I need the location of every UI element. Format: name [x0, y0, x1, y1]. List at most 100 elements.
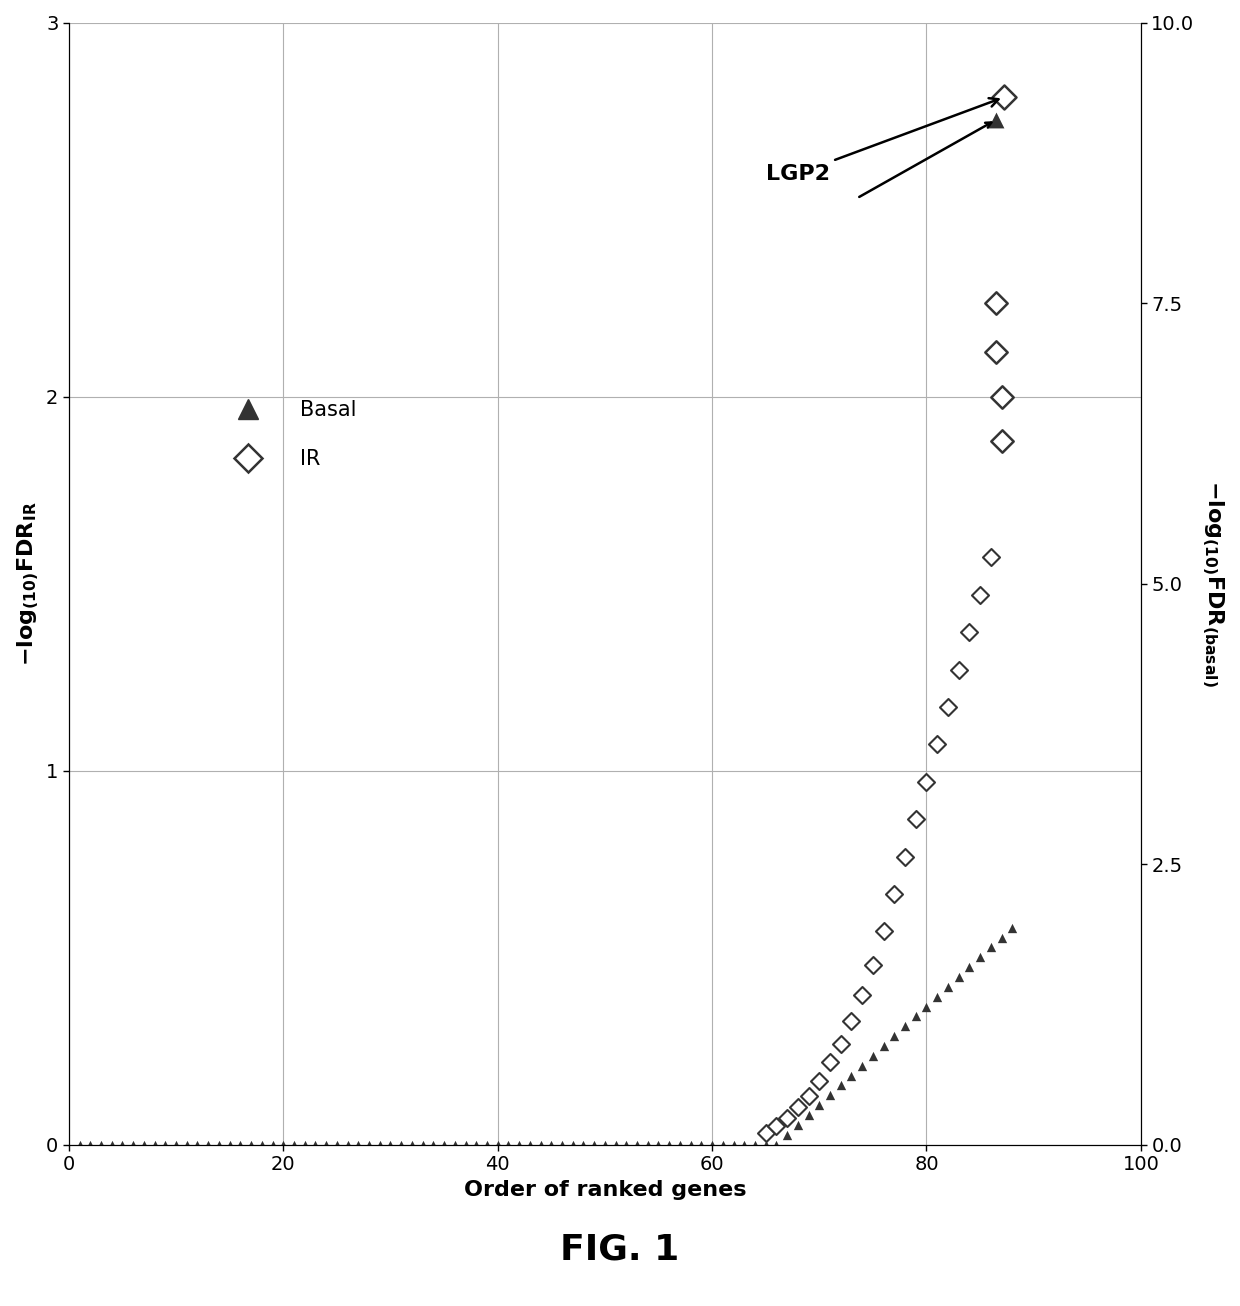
Point — [649, 1134, 668, 1155]
Point — [487, 1134, 507, 1155]
Point — [863, 955, 883, 976]
Point — [327, 1134, 347, 1155]
Point — [810, 1094, 830, 1115]
Point — [91, 1134, 110, 1155]
Point — [466, 1134, 486, 1155]
Point — [574, 1134, 594, 1155]
Point — [993, 88, 1013, 108]
Point — [949, 660, 968, 680]
Point — [842, 1011, 862, 1032]
Point — [595, 1134, 615, 1155]
Point — [884, 884, 904, 905]
Point — [992, 927, 1012, 948]
Point — [874, 1036, 894, 1057]
Point — [820, 1085, 839, 1106]
Point — [455, 1134, 475, 1155]
Point — [477, 1134, 497, 1155]
Point — [252, 1134, 272, 1155]
Point — [102, 1134, 122, 1155]
Point — [766, 1134, 786, 1155]
Point — [906, 808, 926, 829]
Point — [852, 985, 872, 1006]
Point — [992, 387, 1012, 407]
Point — [670, 1134, 689, 1155]
Point — [787, 1097, 807, 1118]
Point — [831, 1075, 851, 1096]
Point — [799, 1105, 818, 1126]
Point — [584, 1134, 604, 1155]
Point — [360, 1134, 379, 1155]
Point — [284, 1134, 304, 1155]
Point — [906, 1006, 926, 1027]
Point — [702, 1134, 722, 1155]
Point — [874, 921, 894, 942]
Point — [692, 1134, 712, 1155]
Point — [986, 293, 1006, 313]
Point — [434, 1134, 454, 1155]
Point — [745, 1134, 765, 1155]
Point — [316, 1134, 336, 1155]
Point — [981, 547, 1001, 568]
Point — [370, 1134, 389, 1155]
Point — [755, 1134, 775, 1155]
Point — [928, 986, 947, 1007]
Point — [986, 341, 1006, 362]
Point — [348, 1134, 368, 1155]
Point — [799, 1085, 818, 1106]
Point — [552, 1134, 572, 1155]
Point — [949, 966, 968, 987]
Text: FIG. 1: FIG. 1 — [560, 1233, 680, 1267]
Point — [960, 622, 980, 643]
Point — [241, 1134, 260, 1155]
Point — [970, 947, 990, 968]
Point — [305, 1134, 325, 1155]
Point — [863, 1045, 883, 1066]
Point — [928, 734, 947, 755]
Point — [263, 1134, 283, 1155]
Point — [724, 1134, 744, 1155]
Point — [210, 1134, 229, 1155]
Point — [402, 1134, 422, 1155]
Text: LGP2: LGP2 — [766, 98, 998, 184]
Point — [542, 1134, 562, 1155]
Point — [445, 1134, 465, 1155]
Point — [337, 1134, 357, 1155]
Point — [381, 1134, 401, 1155]
Point — [820, 1051, 839, 1072]
Point — [960, 957, 980, 978]
Point — [627, 1134, 647, 1155]
Point — [766, 1115, 786, 1136]
Point — [831, 1033, 851, 1054]
Point — [155, 1134, 175, 1155]
Point — [616, 1134, 636, 1155]
Point — [755, 1123, 775, 1144]
Point — [81, 1134, 100, 1155]
Point — [413, 1134, 433, 1155]
Point — [852, 1055, 872, 1076]
Point — [916, 772, 936, 793]
Point — [198, 1134, 218, 1155]
Point — [563, 1134, 583, 1155]
Point — [884, 1025, 904, 1046]
Point — [681, 1134, 701, 1155]
Point — [787, 1114, 807, 1135]
Point — [937, 977, 957, 998]
Point — [810, 1071, 830, 1092]
Y-axis label: $\mathdefault{-log_{(10)}FDR_{IR}}$: $\mathdefault{-log_{(10)}FDR_{IR}}$ — [15, 502, 41, 666]
Point — [605, 1134, 625, 1155]
Point — [734, 1134, 754, 1155]
Point — [113, 1134, 133, 1155]
Point — [520, 1134, 539, 1155]
Point — [713, 1134, 733, 1155]
Point — [392, 1134, 412, 1155]
Point — [177, 1134, 197, 1155]
Point — [423, 1134, 443, 1155]
Point — [842, 1066, 862, 1087]
Point — [777, 1124, 797, 1145]
X-axis label: Order of ranked genes: Order of ranked genes — [464, 1179, 746, 1200]
Point — [531, 1134, 551, 1155]
Point — [992, 431, 1012, 452]
Point — [273, 1134, 293, 1155]
Point — [970, 584, 990, 605]
Point — [498, 1134, 518, 1155]
